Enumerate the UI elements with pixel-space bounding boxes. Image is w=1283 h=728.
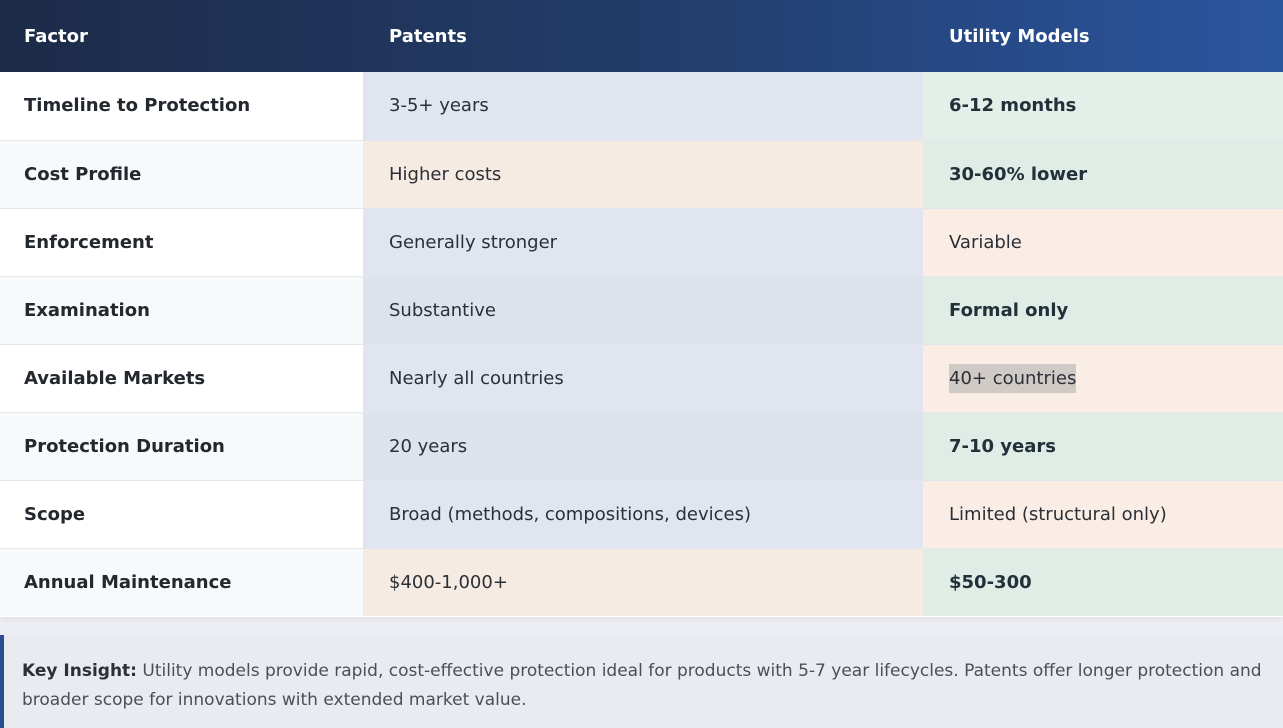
patents-cell: Substantive (363, 276, 923, 344)
factor-cell: Timeline to Protection (24, 95, 251, 117)
factor-cell: Available Markets (24, 367, 206, 389)
utility-cell: $50-300 (923, 548, 1283, 616)
utility-cell: Formal only (923, 276, 1283, 344)
factor-cell: Protection Duration (0, 412, 363, 480)
table-header-row: Factor Patents Utility Models (0, 0, 1283, 72)
patents-cell: Broad (methods, compositions, devices) (363, 480, 923, 548)
patents-cell: Generally stronger (363, 208, 923, 276)
patents-cell: 3-5+ years (363, 72, 923, 140)
highlighted-text: 40+ countries (949, 363, 1077, 393)
utility-cell: Variable (923, 208, 1283, 276)
patents-cell: $400-1,000+ (363, 548, 923, 616)
table-row: Examination Substantive Formal only (0, 276, 1283, 344)
table-row: Annual Maintenance $400-1,000+ $50-300 (0, 548, 1283, 616)
table-row: Cost Profile Higher costs 30-60% lower (0, 140, 1283, 208)
comparison-table-container: Factor Patents Utility Models Timeline t… (0, 0, 1283, 617)
comparison-table: Factor Patents Utility Models Timeline t… (0, 0, 1283, 616)
table-row: Available Markets Nearly all countries 4… (0, 344, 1283, 412)
header-factor: Factor (24, 25, 88, 47)
utility-cell: 40+ countries (923, 344, 1283, 412)
insight-text: Utility models provide rapid, cost-effec… (22, 661, 1262, 710)
factor-cell: Annual Maintenance (0, 548, 363, 616)
table-row: Scope Broad (methods, compositions, devi… (0, 480, 1283, 548)
header-patents: Patents (389, 25, 467, 47)
patents-cell: Nearly all countries (363, 344, 923, 412)
table-row: Timeline to Protection 3-5+ years 6-12 m… (0, 72, 1283, 140)
factor-cell: Scope (24, 503, 86, 525)
insight-label: Key Insight: (22, 661, 137, 681)
factor-cell: Cost Profile (0, 140, 363, 208)
key-insight-box: Key Insight: Utility models provide rapi… (0, 635, 1283, 728)
header-utility-models: Utility Models (949, 25, 1090, 47)
factor-cell: Enforcement (24, 231, 154, 253)
patents-cell: Higher costs (363, 140, 923, 208)
utility-cell: 7-10 years (923, 412, 1283, 480)
utility-cell: Limited (structural only) (923, 480, 1283, 548)
factor-cell: Examination (0, 276, 363, 344)
utility-cell: 6-12 months (923, 72, 1283, 140)
patents-cell: 20 years (363, 412, 923, 480)
table-row: Protection Duration 20 years 7-10 years (0, 412, 1283, 480)
table-row: Enforcement Generally stronger Variable (0, 208, 1283, 276)
utility-cell: 30-60% lower (923, 140, 1283, 208)
